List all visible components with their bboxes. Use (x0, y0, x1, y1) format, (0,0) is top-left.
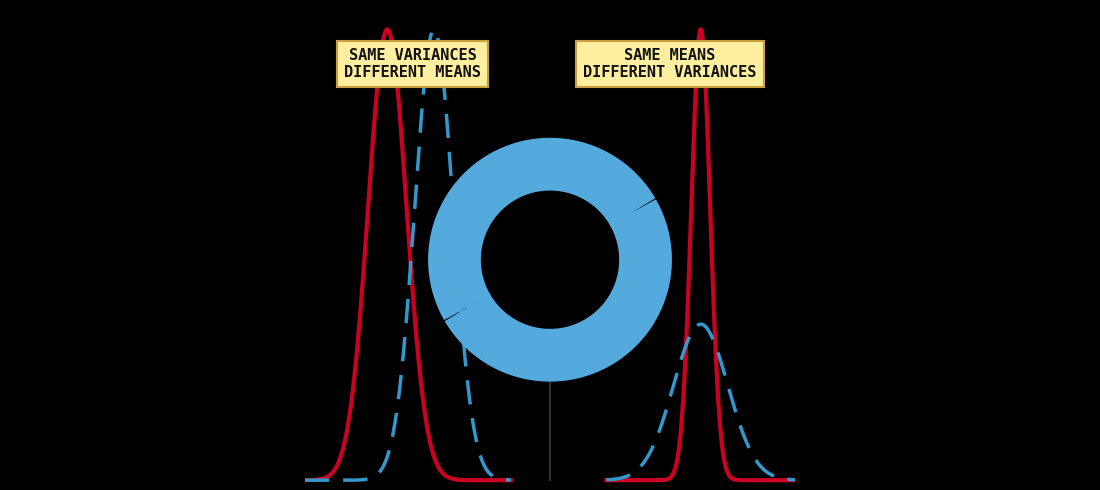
Polygon shape (621, 206, 632, 212)
Text: SAME MEANS
DIFFERENT VARIANCES: SAME MEANS DIFFERENT VARIANCES (583, 48, 757, 80)
Polygon shape (468, 301, 478, 308)
Text: SAME VARIANCES
DIFFERENT MEANS: SAME VARIANCES DIFFERENT MEANS (344, 48, 481, 80)
